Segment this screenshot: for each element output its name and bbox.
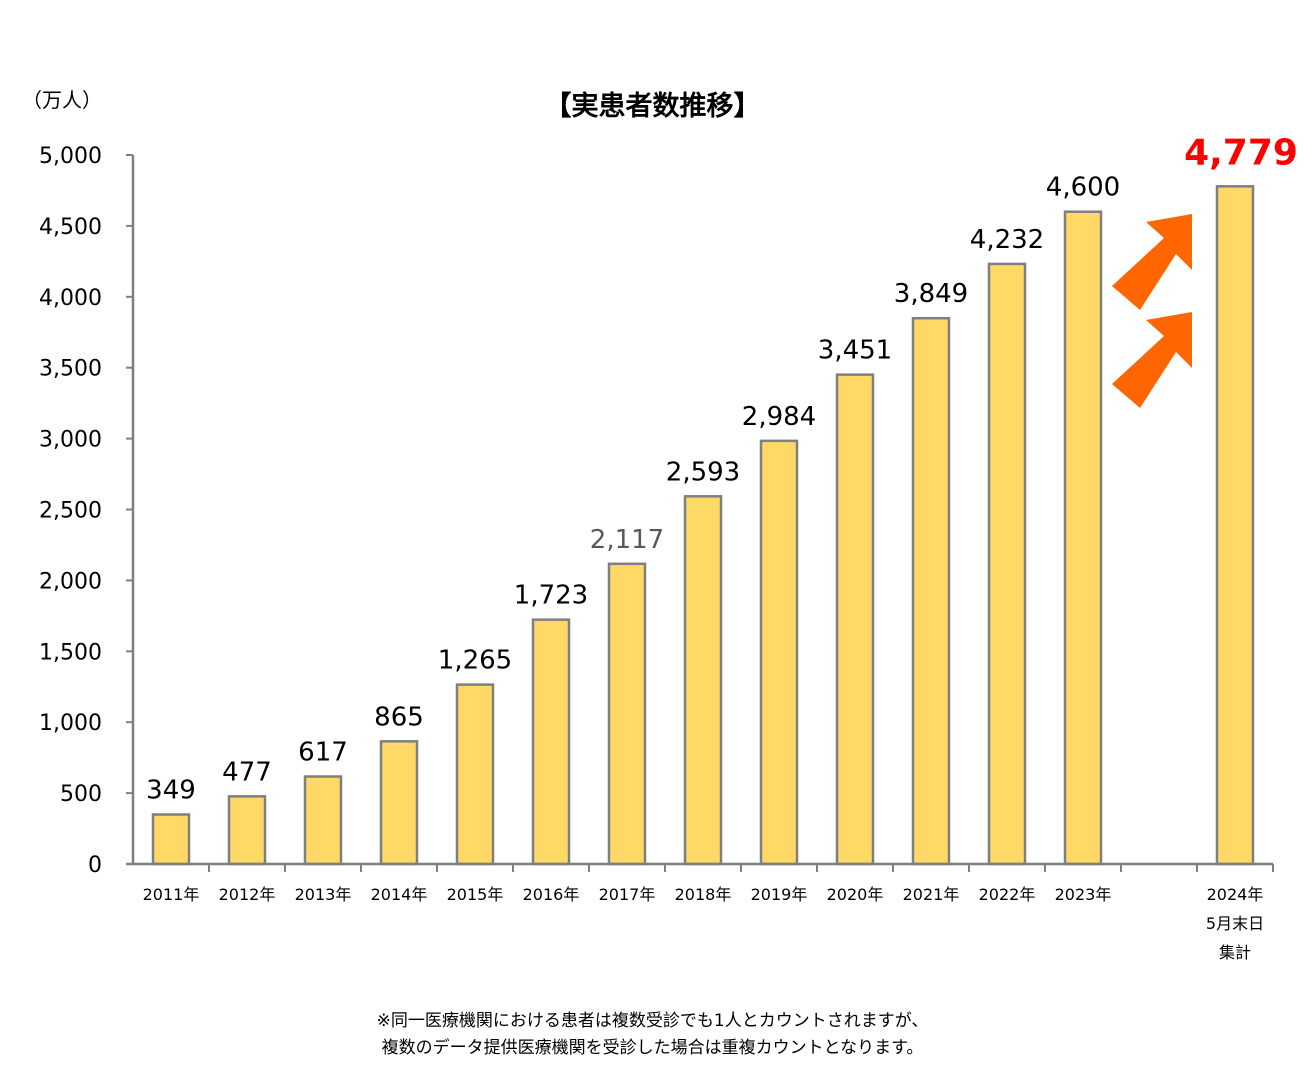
bar: [759, 439, 799, 866]
bar: [227, 795, 267, 866]
up-right-arrow-icon: [1112, 214, 1192, 310]
bar: [455, 683, 495, 866]
bar: [303, 775, 343, 866]
y-tick-label: 3,500: [39, 357, 102, 382]
bar: [683, 495, 723, 866]
chart-title: 【実患者数推移】: [544, 91, 761, 122]
y-tick-label: 1,000: [39, 711, 102, 736]
bar-value-label: 477: [222, 757, 272, 787]
bar: [987, 262, 1027, 866]
bar-value-label: 4,600: [1046, 173, 1120, 203]
x-tick-label: 2022年: [979, 885, 1036, 904]
bar-value-label: 2,117: [590, 525, 664, 555]
y-tick-label: 4,500: [39, 215, 102, 240]
footnote-line-2: 複数のデータ提供医療機関を受診した場合は重複カウントとなります。: [381, 1038, 924, 1058]
y-tick-label: 0: [88, 853, 102, 878]
x-tick-label: 2014年: [371, 885, 428, 904]
footnote-line-1: ※同一医療機関における患者は複数受診でも1人とカウントされますが、: [376, 1011, 929, 1031]
bar: [1063, 210, 1103, 866]
bar-value-label: 1,723: [514, 581, 588, 611]
bar-value-label: 865: [374, 702, 424, 732]
bar-value-label: 2,984: [742, 402, 816, 432]
bar: [531, 618, 571, 866]
bar: [911, 316, 951, 866]
x-tick-label: 2023年: [1055, 885, 1112, 904]
x-tick-label: 2024年: [1207, 885, 1264, 904]
x-tick-label: 2017年: [599, 885, 656, 904]
y-tick-label: 1,500: [39, 640, 102, 665]
x-tick-label: 2016年: [523, 885, 580, 904]
x-tick-label: 2020年: [827, 885, 884, 904]
bar-value-label: 3,849: [894, 279, 968, 309]
bar: [379, 740, 419, 866]
y-tick-label: 3,000: [39, 428, 102, 453]
x-tick-label: 2012年: [219, 885, 276, 904]
x-tick-label: 2018年: [675, 885, 732, 904]
y-tick-label: 2,000: [39, 569, 102, 594]
footnote: ※同一医療機関における患者は複数受診でも1人とカウントされますが、 複数のデータ…: [0, 1008, 1305, 1062]
y-axis-unit: （万人）: [22, 88, 102, 112]
y-tick-label: 2,500: [39, 499, 102, 524]
bar-value-label: 1,265: [438, 646, 512, 676]
bar-value-label: 349: [146, 776, 196, 806]
y-tick-label: 4,000: [39, 286, 102, 311]
bar-value-label: 3,451: [818, 336, 892, 366]
x-tick-label: 5月末日: [1206, 914, 1264, 933]
x-tick-label: 2015年: [447, 885, 504, 904]
x-tick-label: 2019年: [751, 885, 808, 904]
bar-value-label: 4,232: [970, 225, 1044, 255]
x-tick-label: 2021年: [903, 885, 960, 904]
bar: [1215, 185, 1255, 866]
y-tick-label: 500: [60, 782, 102, 807]
bar-value-label: 4,779: [1184, 132, 1298, 173]
x-tick-label: 集計: [1219, 943, 1251, 962]
bar: [607, 562, 647, 866]
bar: [151, 813, 191, 866]
x-tick-label: 2013年: [295, 885, 352, 904]
bar: [835, 373, 875, 866]
bar-value-label: 617: [298, 738, 348, 768]
y-tick-label: 5,000: [39, 144, 102, 169]
bar-value-label: 2,593: [666, 457, 740, 487]
x-tick-label: 2011年: [143, 885, 200, 904]
up-right-arrow-icon: [1112, 312, 1192, 408]
